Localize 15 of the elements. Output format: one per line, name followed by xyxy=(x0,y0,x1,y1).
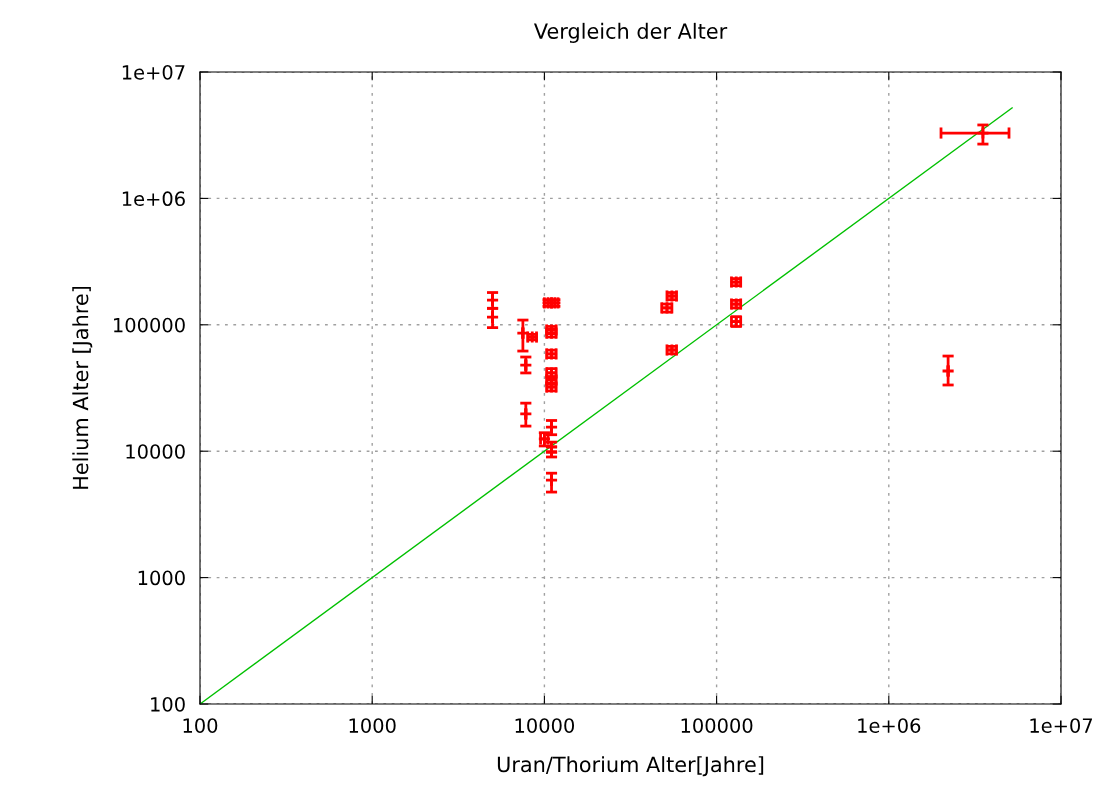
x-tick-label: 1000 xyxy=(349,718,396,733)
y-axis-title: Helium Alter [Jahre] xyxy=(72,286,93,489)
chart-title: Vergleich der Alter xyxy=(533,22,728,43)
x-tick-label: 100 xyxy=(183,718,218,733)
y-tick-label: 1e+06 xyxy=(122,191,185,207)
x-tick-label: 100000 xyxy=(681,718,753,733)
y-tick-label: 10000 xyxy=(126,444,185,459)
x-tick-label: 1e+06 xyxy=(858,718,921,733)
y-tick-label: 100 xyxy=(151,696,185,712)
x-tick-label: 10000 xyxy=(515,718,575,733)
x-axis-title: Uran/Thorium Alter[Jahre] xyxy=(497,756,764,777)
y-tick-label: 1e+07 xyxy=(122,64,185,80)
y-tick-label: 100000 xyxy=(114,317,185,333)
y-tick-label: 1000 xyxy=(138,570,185,586)
x-tick-label: 1e+07 xyxy=(1030,718,1093,733)
